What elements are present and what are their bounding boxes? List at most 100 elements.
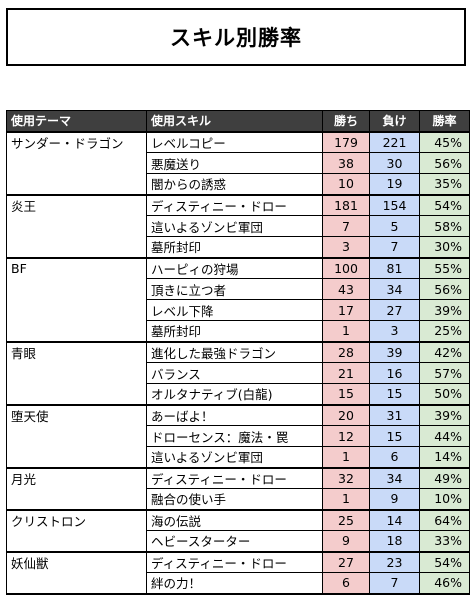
losses-cell: 221 [369, 130, 420, 153]
rate-cell: 30% [419, 236, 470, 258]
skill-cell: ドローセンス：魔法・罠 [146, 425, 323, 447]
wins-cell: 1 [322, 446, 370, 468]
theme-cell [6, 320, 147, 342]
losses-cell: 18 [369, 530, 420, 552]
wins-cell: 20 [322, 403, 370, 426]
skill-cell: 進化した最強ドラゴン [146, 340, 323, 363]
skill-cell: 悪魔送り [146, 152, 323, 174]
wins-cell: 17 [322, 299, 370, 321]
rate-cell: 56% [419, 278, 470, 300]
losses-cell: 7 [369, 572, 420, 595]
skill-cell: 絆の力！ [146, 572, 323, 595]
header-theme: 使用テーマ [6, 110, 147, 132]
skill-cell: ディスティニー・ドロー [146, 550, 323, 573]
wins-cell: 25 [322, 508, 370, 531]
wins-cell: 21 [322, 362, 370, 384]
losses-cell: 5 [369, 215, 420, 237]
theme-cell: サンダー・ドラゴン [6, 130, 147, 153]
wins-cell: 12 [322, 425, 370, 447]
skill-cell: オルタナティブ(白龍) [146, 383, 323, 405]
losses-cell: 19 [369, 173, 420, 195]
theme-cell [6, 236, 147, 258]
rate-cell: 10% [419, 488, 470, 510]
table-row: 融合の使い手 1 9 10% [6, 488, 470, 510]
theme-cell [6, 152, 147, 174]
theme-cell [6, 383, 147, 405]
losses-cell: 15 [369, 383, 420, 405]
rate-cell: 42% [419, 340, 470, 363]
table-row: ヘビースターター 9 18 33% [6, 530, 470, 552]
header-losses: 負け [369, 110, 420, 132]
skill-cell: 海の伝説 [146, 508, 323, 531]
skill-cell: 這いよるゾンビ軍団 [146, 446, 323, 468]
table-row: 墓所封印 3 7 30% [6, 236, 470, 258]
skill-cell: ハーピィの狩場 [146, 256, 323, 279]
rate-cell: 64% [419, 508, 470, 531]
header-row: 使用テーマ 使用スキル 勝ち 負け 勝率 [6, 110, 470, 132]
skill-cell: レベル下降 [146, 299, 323, 321]
losses-cell: 31 [369, 403, 420, 426]
theme-cell [6, 299, 147, 321]
theme-cell: 月光 [6, 466, 147, 489]
table-row: 這いよるゾンビ軍団 1 6 14% [6, 446, 470, 468]
rate-cell: 54% [419, 193, 470, 216]
rate-cell: 45% [419, 130, 470, 153]
skill-cell: 融合の使い手 [146, 488, 323, 510]
skill-cell: 墓所封印 [146, 320, 323, 342]
theme-cell: 妖仙獣 [6, 550, 147, 573]
losses-cell: 16 [369, 362, 420, 384]
table-row: 青眼 進化した最強ドラゴン 28 39 42% [6, 340, 470, 363]
losses-cell: 23 [369, 550, 420, 573]
rate-cell: 57% [419, 362, 470, 384]
table-row: 月光 ディスティニー・ドロー 32 34 49% [6, 466, 470, 489]
table-row: 絆の力！ 6 7 46% [6, 572, 470, 595]
wins-cell: 10 [322, 173, 370, 195]
theme-cell: 青眼 [6, 340, 147, 363]
losses-cell: 154 [369, 193, 420, 216]
theme-cell: BF [6, 256, 147, 279]
rate-cell: 35% [419, 173, 470, 195]
rate-cell: 39% [419, 299, 470, 321]
losses-cell: 30 [369, 152, 420, 174]
header-rate: 勝率 [419, 110, 470, 132]
table-row: 炎王 ディスティニー・ドロー 181 154 54% [6, 193, 470, 216]
theme-cell [6, 278, 147, 300]
wins-cell: 1 [322, 488, 370, 510]
wins-cell: 43 [322, 278, 370, 300]
table-row: レベル下降 17 27 39% [6, 299, 470, 321]
skill-cell: あーばよ！ [146, 403, 323, 426]
page-title: スキル別勝率 [170, 26, 302, 50]
losses-cell: 7 [369, 236, 420, 258]
theme-cell [6, 446, 147, 468]
theme-cell [6, 488, 147, 510]
skill-cell: 頂きに立つ者 [146, 278, 323, 300]
rate-cell: 44% [419, 425, 470, 447]
table-row: 悪魔送り 38 30 56% [6, 152, 470, 174]
table-row: オルタナティブ(白龍) 15 15 50% [6, 383, 470, 405]
header-skill: 使用スキル [146, 110, 323, 132]
wins-cell: 6 [322, 572, 370, 595]
skill-cell: ディスティニー・ドロー [146, 466, 323, 489]
table-body: サンダー・ドラゴン レベルコピー 179 221 45% 悪魔送り 38 30 56% 闇からの誘… [6, 130, 470, 595]
title-box: スキル別勝率 [6, 8, 466, 66]
skill-cell: 墓所封印 [146, 236, 323, 258]
theme-cell [6, 362, 147, 384]
rate-cell: 33% [419, 530, 470, 552]
table-row: 妖仙獣 ディスティニー・ドロー 27 23 54% [6, 550, 470, 573]
rate-cell: 54% [419, 550, 470, 573]
skill-cell: 闇からの誘惑 [146, 173, 323, 195]
table-row: 闇からの誘惑 10 19 35% [6, 173, 470, 195]
table-row: 這いよるゾンビ軍団 7 5 58% [6, 215, 470, 237]
rate-cell: 56% [419, 152, 470, 174]
rate-cell: 55% [419, 256, 470, 279]
theme-cell [6, 215, 147, 237]
table-row: サンダー・ドラゴン レベルコピー 179 221 45% [6, 130, 470, 153]
table-row: BF ハーピィの狩場 100 81 55% [6, 256, 470, 279]
wins-cell: 179 [322, 130, 370, 153]
wins-cell: 27 [322, 550, 370, 573]
theme-cell [6, 530, 147, 552]
table-row: 墓所封印 1 3 25% [6, 320, 470, 342]
losses-cell: 34 [369, 278, 420, 300]
wins-cell: 1 [322, 320, 370, 342]
skill-cell: 這いよるゾンビ軍団 [146, 215, 323, 237]
